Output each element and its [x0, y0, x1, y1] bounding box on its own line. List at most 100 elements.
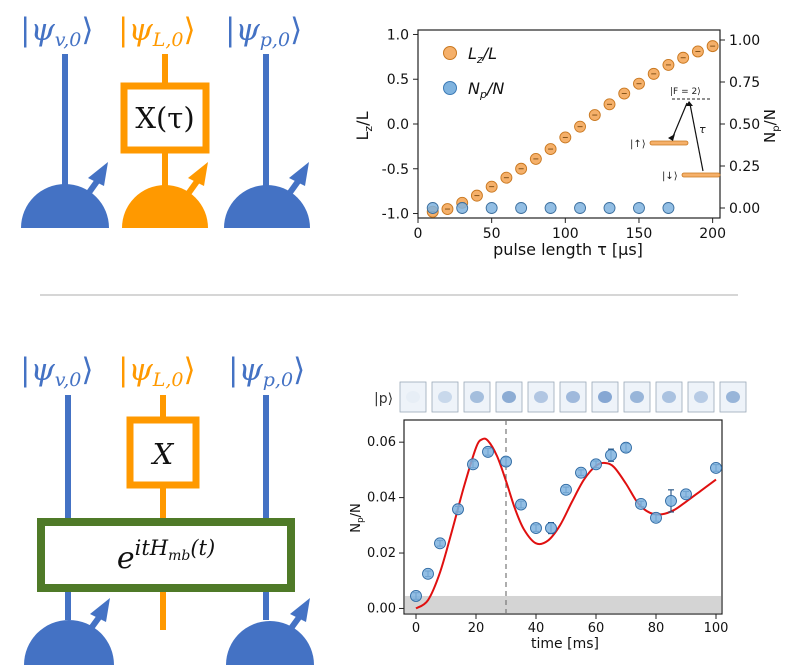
bottom-chart-xtick-label: 80 — [648, 621, 665, 636]
top-chart: 0 50 100 150 200 -1.0 -0.5 0.0 0.5 1.0 0.00 0.25 0.5… — [353, 27, 782, 259]
bottom-chart-frame — [403, 419, 723, 615]
level-F2-label: |F = 2⟩ — [670, 87, 701, 97]
data-point — [452, 503, 464, 516]
strip-image-blob — [598, 391, 612, 403]
bottom-chart-xtick-label: 20 — [468, 621, 485, 636]
bottom-detector-p-arrowhead — [290, 598, 310, 622]
evolution-gate — [37, 518, 295, 592]
data-point — [467, 458, 479, 471]
inset-arrow-down-head — [668, 134, 675, 141]
top-chart-ytick-left-label: -1.0 — [382, 207, 409, 223]
image-strip-label: |p⟩ — [374, 391, 393, 407]
bottom-chart-xtick-label: 100 — [704, 621, 729, 636]
top-detector-v-needle — [62, 178, 101, 228]
strip-image — [527, 381, 555, 413]
data-point — [665, 494, 677, 507]
top-chart-xtick-label: 0 — [414, 226, 423, 242]
Np-point — [574, 202, 586, 214]
top-gate-X — [120, 82, 210, 154]
data-point — [422, 567, 434, 580]
Np-point — [515, 202, 528, 214]
Np-point — [456, 202, 469, 214]
bottom-detector-v-needle — [65, 614, 103, 662]
strip-image — [559, 381, 587, 413]
inset-arrow-up-head — [686, 101, 693, 106]
bottom-chart-xtick-label: 60 — [588, 621, 605, 636]
top-state-L: |ψL,0⟩ — [118, 12, 196, 51]
strip-image — [623, 381, 651, 413]
level-diagram-inset: |F = 2⟩ |↑⟩ |↓⟩ τ — [630, 87, 721, 182]
inset-arrow-up — [689, 103, 704, 172]
Np-point — [544, 202, 557, 214]
top-chart-ytick-left-label: 1.0 — [387, 27, 409, 43]
bottom-chart-xtick-label: 0 — [412, 621, 420, 636]
data-point — [680, 488, 692, 501]
legend-marker-Np — [443, 81, 457, 95]
strip-image — [687, 381, 715, 413]
strip-image-blob — [502, 391, 516, 403]
inset-tau-label: τ — [699, 123, 706, 136]
top-chart-ytick-right-label: 0.25 — [729, 159, 760, 175]
inset-arrow-down — [671, 102, 688, 140]
top-chart-xtick-label: 150 — [626, 226, 653, 242]
strip-image-blob — [566, 391, 580, 403]
bottom-chart-ytick-label: 0.02 — [367, 546, 396, 561]
strip-image-blob — [438, 391, 452, 403]
data-point — [515, 498, 527, 511]
strip-image-blob — [534, 391, 548, 403]
bottom-chart-xlabel: time [ms] — [531, 636, 599, 652]
level-up-bar — [649, 140, 689, 146]
bottom-circuit: |ψv,0⟩ |ψL,0⟩ |ψp,0⟩ X eitHmb(t) — [20, 352, 314, 665]
top-chart-frame — [417, 29, 721, 219]
top-chart-ytick-right-label: 0.50 — [729, 117, 760, 133]
strip-image — [399, 381, 427, 413]
Np-point — [662, 202, 675, 214]
level-down-bar — [681, 172, 721, 178]
data-point — [620, 441, 632, 454]
data-point — [575, 466, 587, 479]
data-point — [482, 445, 494, 458]
level-up-label: |↑⟩ — [630, 139, 646, 150]
bottom-state-L: |ψL,0⟩ — [118, 352, 196, 391]
Np-point — [485, 202, 498, 214]
strip-image-blob — [406, 391, 420, 403]
strip-image — [655, 381, 683, 413]
top-chart-xlabel: pulse length τ [µs] — [493, 240, 643, 259]
data-point — [605, 449, 617, 462]
strip-image-blob — [470, 391, 484, 403]
legend-label-Np: Np/N — [468, 79, 504, 101]
top-chart-xtick-label: 50 — [483, 226, 501, 242]
bottom-chart: |p⟩ 0 20 40 60 80 100 0.00 0.02 0.04 0.06 Np/N ti… — [349, 381, 747, 652]
bottom-detector-v-arrowhead — [90, 598, 110, 622]
top-gate-label: X(τ) — [135, 101, 194, 135]
bottom-chart-ylabel: Np/N — [349, 503, 366, 533]
Np-point — [603, 202, 616, 214]
top-detector-p-needle — [263, 178, 302, 228]
top-chart-ytick-left-label: 0.5 — [387, 72, 409, 88]
bottom-state-p: |ψp,0⟩ — [228, 352, 305, 391]
data-point — [434, 537, 446, 550]
bottom-chart-ytick-label: 0.00 — [367, 601, 396, 616]
bottom-chart-ytick-label: 0.06 — [367, 435, 396, 450]
top-circuit: |ψv,0⟩ |ψL,0⟩ |ψp,0⟩ X(τ) — [20, 12, 310, 228]
level-down-label: |↓⟩ — [662, 171, 678, 182]
top-chart-ytick-left-label: -0.5 — [382, 162, 409, 178]
top-chart-ytick-right-label: 0.00 — [729, 201, 760, 217]
Np-point — [633, 202, 645, 214]
fit-curve — [415, 437, 717, 610]
data-point — [590, 458, 602, 471]
top-state-p: |ψp,0⟩ — [225, 12, 302, 51]
top-detector-v-arrowhead — [88, 162, 108, 186]
data-point — [500, 455, 512, 468]
top-chart-ytick-right-label: 0.75 — [729, 75, 760, 91]
strip-image-blob — [726, 391, 740, 403]
bottom-chart-ytick-label: 0.04 — [367, 491, 396, 506]
data-point — [530, 522, 542, 535]
top-chart-ytick-right-label: 1.00 — [729, 33, 760, 49]
top-chart-xtick-label: 200 — [699, 226, 726, 242]
Np-point — [426, 202, 439, 214]
top-chart-ylabel-right: Np/N — [761, 109, 782, 143]
data-point — [560, 483, 572, 496]
top-detector-p-arrowhead — [289, 162, 309, 186]
